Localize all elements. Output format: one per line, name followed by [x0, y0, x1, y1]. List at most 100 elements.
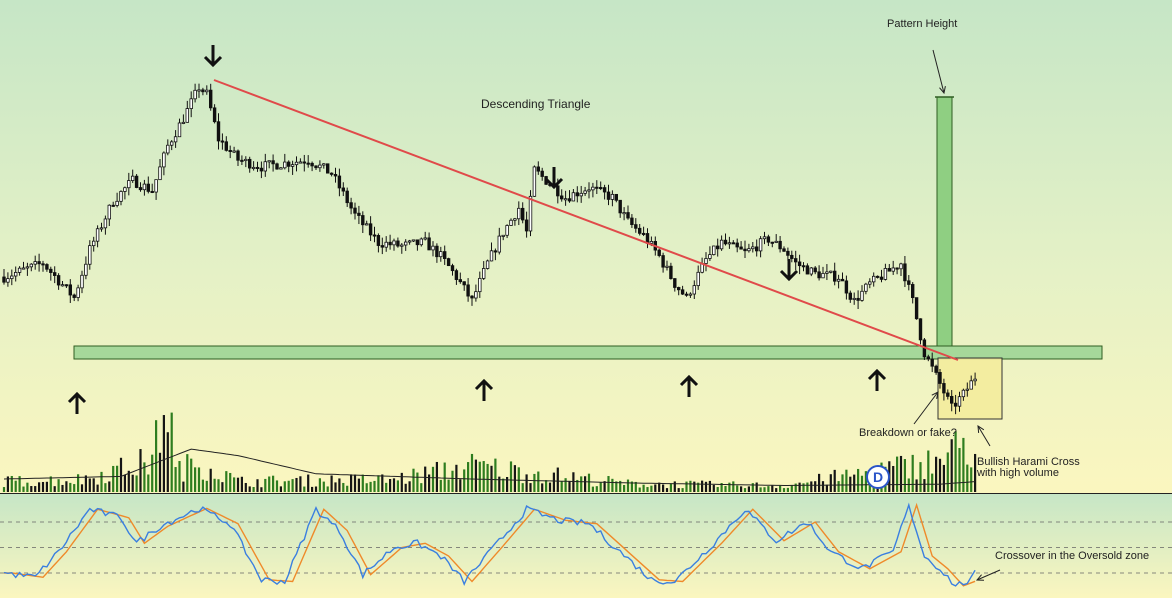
candle [599, 181, 603, 191]
candle [119, 190, 123, 206]
candle [809, 266, 813, 277]
volume-bar [548, 482, 552, 492]
volume-bar [662, 484, 665, 492]
candle [751, 242, 755, 253]
volume-bar [127, 470, 130, 492]
volume-bar [22, 486, 25, 492]
candle [314, 165, 318, 171]
volume-bar [353, 474, 357, 492]
volume-bar [802, 483, 805, 492]
candle-body [329, 172, 334, 175]
candle-body [392, 240, 396, 246]
dividend-marker[interactable]: D [866, 465, 890, 489]
volume-bar [775, 488, 778, 492]
candle [891, 260, 895, 275]
candle [836, 274, 841, 289]
volume-bar [798, 482, 801, 492]
candle [677, 286, 681, 296]
volume-bar [119, 457, 123, 492]
candle-body [169, 141, 174, 146]
dividend-badge[interactable] [866, 465, 890, 489]
candle-body [450, 265, 455, 272]
candle-body [532, 166, 537, 197]
pattern-name-annotation: Descending Triangle [481, 97, 591, 111]
candle-body [716, 245, 720, 250]
volume-bar [591, 486, 594, 492]
volume-bar [673, 481, 676, 492]
candle-body [657, 249, 661, 256]
candle [240, 155, 244, 165]
volume-bar [30, 486, 33, 492]
volume-bar [412, 468, 415, 492]
volume-bar [841, 474, 844, 492]
candle-body [403, 241, 408, 246]
candle [415, 239, 420, 251]
volume-bar [443, 462, 446, 492]
candle [813, 266, 817, 275]
volume-bar [73, 484, 76, 492]
candle-body [236, 150, 240, 161]
candle-body [942, 383, 946, 394]
candle-body [622, 212, 626, 215]
volume-bar [814, 481, 817, 492]
candle [162, 151, 166, 176]
candle-body [634, 224, 638, 229]
annotation-callouts [913, 49, 1001, 581]
candle [368, 216, 373, 242]
candle-body [466, 284, 470, 297]
candle-body [965, 388, 969, 391]
candle-body [930, 358, 934, 367]
volume-bar [915, 479, 918, 492]
volume-bar [45, 481, 48, 492]
volume-bar [584, 476, 587, 492]
volume-bar [782, 488, 786, 492]
candle-body [560, 195, 564, 200]
candle [489, 242, 494, 262]
volume-bar [217, 479, 220, 492]
up-arrow-icon [867, 368, 887, 391]
candle [852, 292, 856, 305]
candle-body [415, 239, 420, 246]
candle-body [665, 265, 669, 268]
volume-bar [182, 481, 185, 492]
candle [364, 220, 369, 226]
candle-body [805, 265, 810, 275]
volume-bar [568, 480, 571, 492]
candle [134, 174, 139, 189]
volume-bar [178, 461, 181, 492]
candle-body [45, 264, 49, 270]
volume-bar [767, 486, 770, 492]
candle [879, 269, 884, 283]
candle-body [688, 293, 693, 296]
volume-bar [53, 486, 56, 492]
volume-bar [857, 468, 860, 492]
candle-body [53, 272, 57, 276]
up-arrow-icon [474, 378, 494, 401]
candle-body [540, 170, 544, 177]
candle [294, 156, 299, 172]
candle-body [739, 246, 743, 250]
candle-body [872, 275, 876, 283]
volume-bar [357, 478, 360, 492]
candle [193, 83, 197, 103]
candle-body [212, 107, 217, 123]
candle [638, 223, 642, 236]
candle-body [860, 290, 864, 301]
volume-bar [299, 476, 302, 492]
candle-body [41, 263, 45, 266]
volume-bar [650, 485, 653, 492]
candle-body [33, 261, 37, 265]
candle-body [29, 263, 33, 268]
candle-body [579, 192, 583, 197]
candle [540, 167, 544, 181]
candle [279, 167, 283, 170]
candle [669, 262, 673, 280]
candle-body [244, 158, 248, 162]
volume-bar [693, 481, 696, 492]
candle [614, 193, 618, 203]
candle-body [829, 270, 833, 273]
volume-bar [396, 480, 399, 492]
candle-body [88, 245, 92, 265]
candle [166, 139, 170, 156]
volume-bar [283, 481, 286, 492]
